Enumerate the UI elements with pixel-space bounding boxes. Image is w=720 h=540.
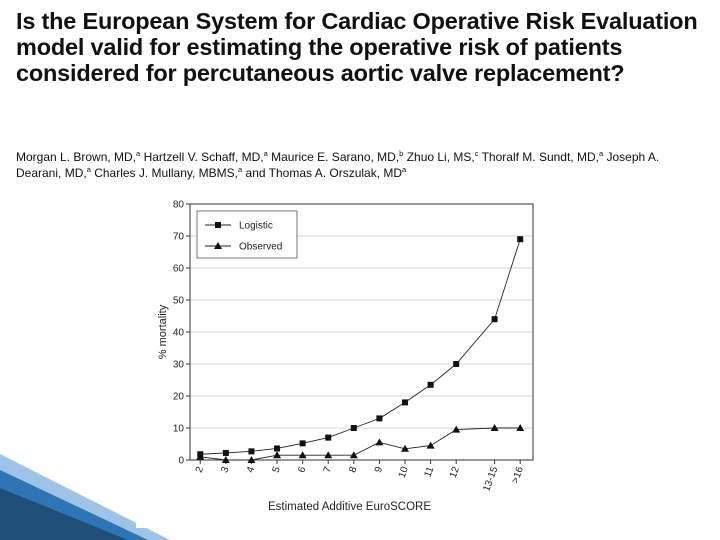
data-point-square: [491, 316, 498, 323]
data-point-square: [453, 361, 460, 367]
data-point-triangle: [221, 456, 230, 463]
y-tick-label: 0: [178, 456, 184, 467]
data-point-square: [517, 236, 524, 243]
data-point-triangle: [452, 425, 461, 433]
author-affiliation: a: [598, 149, 604, 158]
data-point-square: [248, 448, 255, 455]
x-tick-label: >16: [510, 465, 526, 485]
y-tick-label: 70: [173, 232, 185, 243]
y-tick-label: 30: [173, 360, 185, 371]
legend-box: [196, 210, 298, 259]
author-affiliation: b: [399, 149, 404, 158]
data-point-square: [299, 440, 306, 447]
author-name: Thomas A. Orszulak, MD: [268, 166, 403, 180]
author-name: Thoralf M. Sundt, MD,: [481, 150, 599, 164]
author-affiliation: a: [238, 165, 243, 174]
y-tick-label: 50: [173, 296, 185, 307]
author-affiliation: a: [402, 165, 407, 174]
y-axis-ticks: 0 10 20 30 40 50 60 70 80: [173, 200, 190, 467]
data-point-square: [427, 381, 434, 388]
author-list: Morgan L. Brown, MD,a Hartzell V. Schaff…: [16, 149, 660, 180]
x-tick-label: 4: [245, 465, 257, 474]
x-tick-label: 11: [423, 465, 437, 479]
x-tick-label: 10: [397, 465, 411, 480]
data-point-square: [350, 425, 357, 431]
data-point-triangle: [298, 451, 307, 459]
data-point-square: [274, 445, 281, 452]
author-name: Charles J. Mullany, MBMS,: [94, 166, 239, 180]
x-tick-label: 8: [347, 465, 359, 474]
author-name: Hartzell V. Schaff, MD,: [143, 150, 264, 164]
y-tick-label: 20: [173, 392, 185, 403]
series-line: [200, 239, 521, 455]
author-name: Maurice E. Sarano, MD,: [271, 150, 400, 164]
data-point-square: [402, 399, 409, 406]
legend-label: Logistic: [239, 221, 273, 232]
legend-marker-square: [215, 222, 221, 228]
series-observed: [196, 424, 525, 463]
author-affiliation: c: [474, 149, 479, 158]
slide-title: Is the European System for Cardiac Opera…: [16, 8, 698, 86]
data-point-triangle: [349, 451, 358, 459]
data-point-triangle: [375, 438, 384, 446]
data-point-triangle: [247, 456, 256, 463]
data-point-triangle: [273, 451, 282, 459]
author-name: Morgan L. Brown, MD,: [16, 150, 137, 164]
author-name: Zhuo Li, MS,: [406, 150, 475, 164]
y-tick-label: 80: [173, 200, 185, 211]
x-tick-label: 12: [448, 465, 462, 480]
corner-decoration: [0, 454, 170, 540]
series-logistic: [197, 236, 524, 458]
mortality-chart: 0 10 20 30 40 50 60 70 80 2 3 4 5 6 7 8 9 10 11 12 13-15 >16…: [157, 200, 534, 513]
data-point-triangle: [196, 452, 205, 460]
data-point-triangle: [401, 444, 410, 452]
data-point-square: [325, 434, 332, 441]
legend-marker-triangle: [214, 242, 222, 249]
x-axis-ticks: 2 3 4 5 6 7 8 9 10 11 12 13-15 >16: [194, 460, 526, 493]
y-tick-label: 60: [173, 264, 185, 275]
data-point-square: [222, 449, 229, 456]
x-tick-label: 9: [373, 465, 385, 474]
x-tick-label: 6: [296, 465, 308, 474]
x-tick-label: 2: [194, 465, 206, 474]
chart-legend: Logistic Observed: [196, 210, 298, 259]
data-point-triangle: [426, 441, 435, 449]
y-tick-label: 10: [173, 424, 185, 435]
data-point-triangle: [490, 424, 499, 431]
author-affiliation: a: [136, 149, 141, 158]
author-name: Joseph A. Dearani, MD,: [16, 150, 660, 180]
data-point-square: [376, 415, 383, 422]
chart-panel: 0 10 20 30 40 50 60 70 80 2 3 4 5 6 7 8 9 10 11 12 13-15 >16…: [136, 194, 544, 528]
data-point-triangle: [324, 451, 333, 459]
series-line: [200, 427, 521, 461]
grid-lines: [190, 235, 533, 429]
x-tick-label: 5: [271, 465, 283, 474]
x-axis-label: Estimated Additive EuroSCORE: [268, 501, 431, 513]
author-affiliation: a: [263, 149, 268, 158]
data-point-triangle: [516, 424, 525, 431]
legend-label: Observed: [239, 242, 282, 253]
series-layer: [196, 236, 525, 463]
author-affiliation: a: [86, 165, 91, 174]
y-tick-label: 40: [173, 328, 185, 339]
y-axis-label: % mortality: [157, 304, 169, 359]
decoration-stripe-dark: [0, 488, 128, 540]
x-tick-label: 3: [219, 465, 231, 474]
x-tick-label: 7: [322, 465, 334, 474]
x-tick-label: 13-15: [481, 465, 500, 493]
